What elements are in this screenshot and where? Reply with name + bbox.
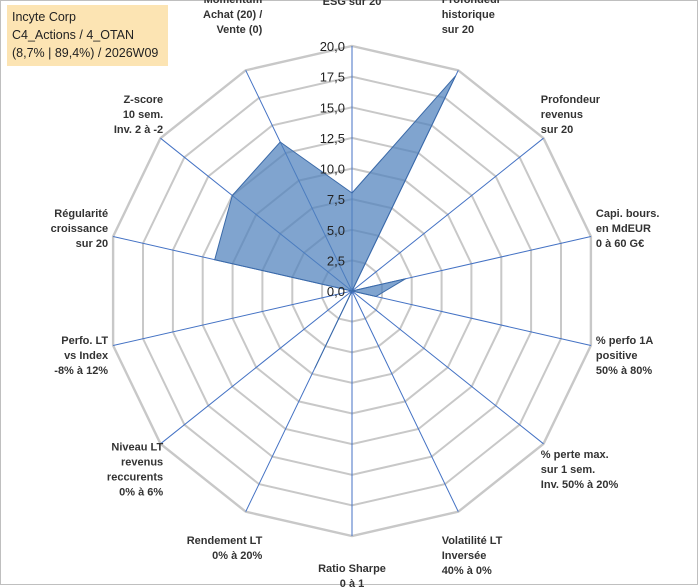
portfolio-label: C4_Actions / 4_OTAN <box>12 28 135 42</box>
axis-label-line: Profondeur <box>541 94 601 106</box>
axis-spoke <box>351 290 459 512</box>
axis-label-line: Inv. 50% à 20% <box>541 479 619 491</box>
axis-label-line: Achat (20) / <box>203 9 262 21</box>
axis-label-line: en MdEUR <box>596 223 651 235</box>
tick-label: 17,5 <box>320 70 345 85</box>
axis-label: Régularité croissance sur 20 <box>51 208 108 250</box>
axis-label-line: Vente (0) <box>216 24 262 36</box>
axis-label-line: % perte max. <box>541 449 609 461</box>
axis-label: Capi. bours. en MdEUR 0 à 60 G€ <box>596 208 660 250</box>
axis-label: Profondeur historique sur 20 <box>442 0 502 36</box>
tick-label: 5,0 <box>327 223 345 238</box>
axis-label-line: % perfo 1A <box>596 335 654 347</box>
axis-label-line: positive <box>596 350 638 362</box>
axis-label-line: Inv. 2 à -2 <box>114 124 163 136</box>
score-period-label: (8,7% | 89,4%) / 2026W09 <box>12 46 159 60</box>
axis-label-line: revenus <box>541 109 583 121</box>
axis-label-line: croissance <box>51 223 108 235</box>
axis-label-line: historique <box>442 9 495 21</box>
axis-spoke <box>112 290 353 346</box>
axis-spoke <box>351 290 544 445</box>
axis-spoke <box>351 290 592 346</box>
axis-label-line: 10 sem. <box>123 109 163 121</box>
axis-label: Niveau LT revenus reccurents 0% à 6% <box>107 442 164 499</box>
tick-label: 20,0 <box>320 39 345 54</box>
axis-label: Momentum Achat (20) / Vente (0) <box>203 0 263 36</box>
axis-label: % perte max. sur 1 sem. Inv. 50% à 20% <box>541 449 619 491</box>
radial-tick-labels: 0,0 2,5 5,0 7,5 10,0 12,5 15,0 17,5 20,0 <box>320 39 345 299</box>
company-name: Incyte Corp <box>12 10 76 24</box>
axis-label-line: reccurents <box>107 472 163 484</box>
axis-label: Z-score 10 sem. Inv. 2 à -2 <box>114 94 163 136</box>
axis-label: Profondeur revenus sur 20 <box>541 94 601 136</box>
axis-label-line: ESG sur 20 <box>323 0 382 8</box>
axis-label-line: Momentum <box>204 0 263 6</box>
axis-label-line: Rendement LT <box>187 535 263 547</box>
axis-labels: NoteESG sur 20 Profondeur historique sur 20… <box>51 0 660 587</box>
axis-label: Perfo. LT vs Index -8% à 12% <box>54 335 109 377</box>
axis-label-line: sur 20 <box>541 124 573 136</box>
axis-label: Rendement LT 0% à 20% <box>187 535 263 562</box>
tick-label: 10,0 <box>320 162 345 177</box>
tick-label: 12,5 <box>320 131 345 146</box>
axis-label-line: Inversée <box>442 550 487 562</box>
axis-label-line: Volatilité LT <box>442 535 503 547</box>
axis-label-line: Profondeur <box>442 0 502 6</box>
axis-label-line: revenus <box>121 457 163 469</box>
axis-label-line: Z-score <box>123 94 163 106</box>
tick-label: 0,0 <box>327 284 345 299</box>
axis-label-line: Régularité <box>54 208 108 220</box>
axis-label-line: vs Index <box>64 350 109 362</box>
axis-label-line: sur 20 <box>442 24 474 36</box>
axis-label-line: 0% à 6% <box>119 487 163 499</box>
axis-spoke <box>160 290 353 445</box>
axis-label-line: sur 20 <box>76 238 108 250</box>
tick-label: 7,5 <box>327 192 345 207</box>
chart-title-box: Incyte Corp C4_Actions / 4_OTAN (8,7% | … <box>7 5 168 66</box>
axis-label-line: Capi. bours. <box>596 208 660 220</box>
series-area <box>214 75 457 369</box>
axis-label: Ratio Sharpe 0 à 1 <box>318 563 386 587</box>
axis-label-line: 0% à 20% <box>212 550 262 562</box>
axis-label-line: -8% à 12% <box>54 365 108 377</box>
tick-label: 2,5 <box>327 253 345 268</box>
axis-label-line: sur 1 sem. <box>541 464 595 476</box>
axis-label: % perfo 1A positive 50% à 80% <box>596 335 654 377</box>
axis-label-line: Ratio Sharpe <box>318 563 386 575</box>
axis-label-line: 0 à 1 <box>340 578 364 587</box>
axis-label-line: 40% à 0% <box>442 565 492 577</box>
axis-label-line: 50% à 80% <box>596 365 652 377</box>
tick-label: 15,0 <box>320 100 345 115</box>
radar-series <box>214 75 457 369</box>
axis-label-line: 0 à 60 G€ <box>596 238 644 250</box>
axis-label: Volatilité LT Inversée 40% à 0% <box>442 535 503 577</box>
axis-label-line: Niveau LT <box>111 442 163 454</box>
axis-label-line: Perfo. LT <box>61 335 108 347</box>
axis-spoke <box>351 137 544 292</box>
axis-label: NoteESG sur 20 <box>323 0 382 8</box>
